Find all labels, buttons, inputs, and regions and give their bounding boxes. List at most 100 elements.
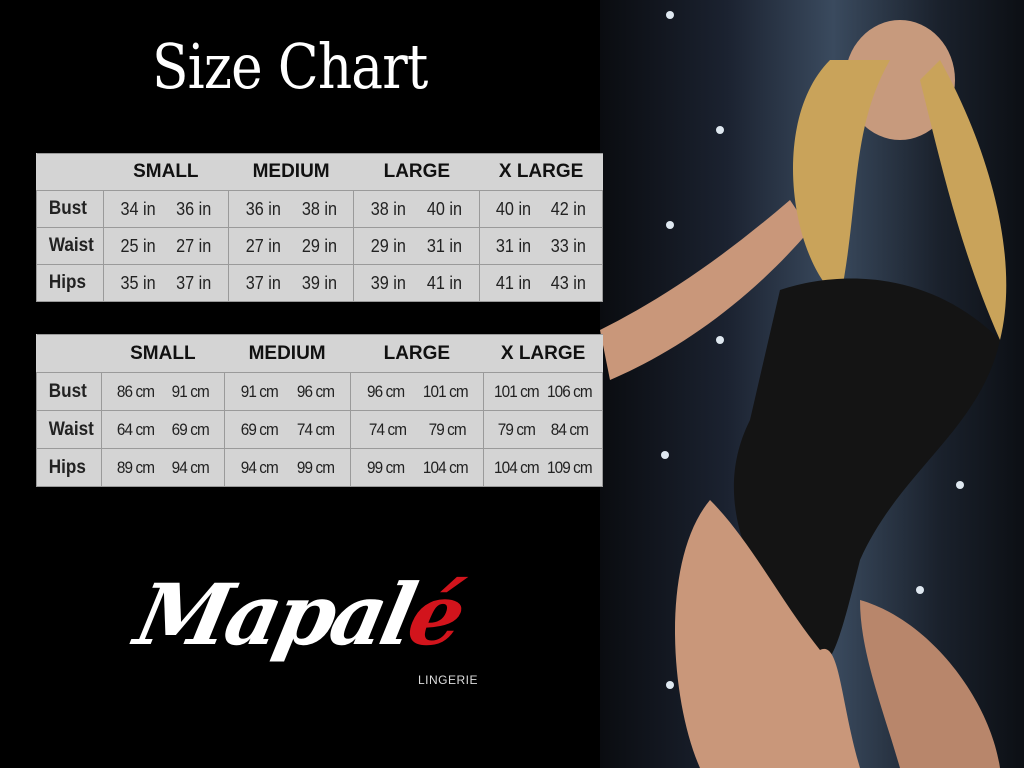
- size-cell: 41 in 43 in: [479, 264, 603, 302]
- max-value: 94 cm: [171, 457, 210, 477]
- size-cell: 35 in 37 in: [102, 264, 229, 302]
- max-value: 84 cm: [551, 419, 589, 439]
- min-value: 38 in: [371, 198, 407, 219]
- min-value: 86 cm: [116, 381, 155, 401]
- table-row: Waist 64 cm 69 cm 69 cm 74 cm 74 cm 79 cm 79 cm…: [37, 410, 603, 449]
- size-cell: 74 cm 79 cm: [349, 410, 485, 449]
- min-value: 64 cm: [116, 419, 155, 439]
- size-cell: 25 in 27 in: [102, 227, 229, 265]
- size-cell: 39 in 41 in: [353, 264, 481, 302]
- size-header: SMALL: [103, 153, 229, 191]
- size-cell: 101 cm 106 cm: [483, 372, 603, 411]
- size-cell: 38 in 40 in: [353, 190, 481, 228]
- brand-name: Mapal: [127, 565, 422, 664]
- min-value: 79 cm: [498, 419, 536, 439]
- size-cell: 34 in 36 in: [102, 190, 229, 228]
- max-value: 31 in: [427, 235, 463, 256]
- size-header: MEDIUM: [224, 334, 350, 373]
- min-value: 41 in: [496, 272, 532, 293]
- max-value: 74 cm: [296, 419, 335, 439]
- max-value: 99 cm: [296, 457, 335, 477]
- min-value: 74 cm: [368, 419, 406, 439]
- measurement-label: Hips: [39, 448, 99, 487]
- max-value: 29 in: [301, 235, 337, 256]
- max-value: 37 in: [176, 272, 212, 293]
- size-cell: 40 in 42 in: [479, 190, 603, 228]
- min-value: 39 in: [371, 272, 407, 293]
- max-value: 40 in: [427, 198, 463, 219]
- size-header-row: SMALL MEDIUM LARGE X LARGE: [36, 153, 603, 191]
- size-cell: 37 in 39 in: [227, 264, 355, 302]
- min-value: 31 in: [496, 235, 532, 256]
- table-row: Hips 35 in 37 in 37 in 39 in 39 in 41 in 41 in 4…: [37, 264, 603, 302]
- min-value: 101 cm: [494, 381, 540, 401]
- max-value: 42 in: [550, 198, 587, 219]
- size-header: X LARGE: [483, 334, 603, 373]
- measurement-label: Waist: [39, 410, 99, 449]
- max-value: 96 cm: [296, 381, 335, 401]
- table-row: Bust 86 cm 91 cm 91 cm 96 cm 96 cm 101 cm 101 c…: [37, 372, 603, 411]
- table-row: Hips 89 cm 94 cm 94 cm 99 cm 99 cm 104 cm 104 c…: [37, 448, 603, 487]
- measurement-label: Bust: [39, 190, 101, 228]
- size-cell: 36 in 38 in: [227, 190, 355, 228]
- size-cell: 86 cm 91 cm: [100, 372, 225, 411]
- size-header: MEDIUM: [228, 153, 354, 191]
- brand-subtitle: LINGERIE: [418, 673, 479, 687]
- max-value: 27 in: [176, 235, 212, 256]
- min-value: 27 in: [245, 235, 281, 256]
- max-value: 36 in: [176, 198, 212, 219]
- size-cell: 69 cm 74 cm: [223, 410, 351, 449]
- min-value: 36 in: [245, 198, 281, 219]
- size-header: X LARGE: [479, 153, 603, 191]
- max-value: 106 cm: [547, 381, 593, 401]
- size-cell: 89 cm 94 cm: [100, 448, 225, 487]
- measurement-label: Hips: [39, 264, 101, 302]
- header-blank: [36, 153, 104, 191]
- size-cell: 91 cm 96 cm: [223, 372, 351, 411]
- max-value: 69 cm: [171, 419, 210, 439]
- size-cell: 96 cm 101 cm: [349, 372, 485, 411]
- brand-logo-wordmark: Mapalé: [127, 565, 470, 664]
- table-row: Waist 25 in 27 in 27 in 29 in 29 in 31 in 31 in…: [37, 227, 603, 265]
- model-photo: [600, 0, 1024, 768]
- min-value: 91 cm: [240, 381, 278, 401]
- min-value: 89 cm: [116, 457, 155, 477]
- min-value: 40 in: [496, 198, 532, 219]
- min-value: 99 cm: [366, 457, 405, 477]
- size-header: LARGE: [353, 153, 480, 191]
- size-cell: 99 cm 104 cm: [349, 448, 485, 487]
- min-value: 104 cm: [494, 457, 540, 477]
- table-row: Bust 34 in 36 in 36 in 38 in 38 in 40 in 40 in 4…: [37, 190, 603, 228]
- size-cell: 79 cm 84 cm: [483, 410, 603, 449]
- min-value: 96 cm: [366, 381, 405, 401]
- max-value: 91 cm: [171, 381, 210, 401]
- max-value: 79 cm: [428, 419, 466, 439]
- size-cell: 29 in 31 in: [353, 227, 481, 265]
- size-table-cm: SMALL MEDIUM LARGE X LARGE Bust 86 cm 91 cm 91 …: [36, 334, 603, 487]
- max-value: 104 cm: [422, 457, 468, 477]
- measurement-label: Waist: [39, 227, 101, 265]
- max-value: 101 cm: [422, 381, 468, 401]
- size-header: LARGE: [350, 334, 484, 373]
- size-table-inches: SMALL MEDIUM LARGE X LARGE Bust 34 in 36 in 36 …: [36, 153, 603, 302]
- size-cell: 64 cm 69 cm: [100, 410, 225, 449]
- min-value: 94 cm: [240, 457, 278, 477]
- min-value: 29 in: [371, 235, 407, 256]
- size-cell: 27 in 29 in: [227, 227, 355, 265]
- min-value: 35 in: [120, 272, 156, 293]
- max-value: 41 in: [427, 272, 463, 293]
- brand-logo: Mapalé LINGERIE: [127, 565, 479, 695]
- max-value: 38 in: [301, 198, 337, 219]
- measurement-label: Bust: [39, 372, 99, 411]
- page-title: Size Chart: [152, 30, 428, 103]
- model-illustration: [600, 11, 1007, 768]
- min-value: 69 cm: [240, 419, 278, 439]
- size-cell: 104 cm 109 cm: [483, 448, 603, 487]
- size-cell: 31 in 33 in: [479, 227, 603, 265]
- size-header: SMALL: [101, 334, 225, 373]
- header-blank: [36, 334, 102, 373]
- max-value: 109 cm: [547, 457, 593, 477]
- max-value: 43 in: [550, 272, 587, 293]
- size-cell: 94 cm 99 cm: [223, 448, 351, 487]
- size-header-row: SMALL MEDIUM LARGE X LARGE: [36, 334, 603, 373]
